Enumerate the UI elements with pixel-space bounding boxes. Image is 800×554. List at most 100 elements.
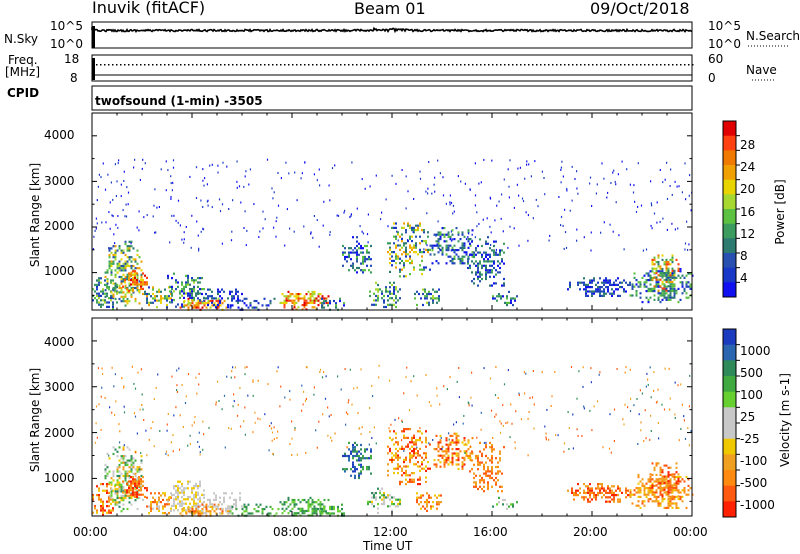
velocity-cell [677, 384, 679, 387]
velocity-cell [531, 396, 534, 399]
velocity-cell [675, 480, 678, 483]
velocity-cell [360, 465, 362, 469]
velocity-cell [647, 493, 650, 496]
velocity-cell [128, 494, 131, 497]
velocity-cell [118, 483, 121, 486]
velocity-cell [134, 493, 136, 496]
power-cell [171, 301, 173, 304]
power-cell [581, 281, 583, 284]
power-cell [205, 297, 207, 300]
power-cell [407, 222, 409, 225]
power-cell [138, 229, 140, 232]
power-cell [166, 299, 168, 302]
freq-dot [668, 64, 670, 66]
velocity-cell [110, 492, 113, 495]
power-cell [130, 274, 132, 277]
power-cell [645, 248, 648, 251]
power-cell [401, 268, 403, 271]
velocity-cell [203, 489, 205, 492]
velocity-cell [215, 508, 218, 511]
velocity-cell [234, 366, 236, 369]
velocity-cell [358, 454, 360, 458]
velocity-cell [401, 430, 403, 433]
freq-dot [612, 64, 614, 66]
power-cell [175, 219, 177, 222]
power-cell [599, 290, 601, 293]
power-cell [610, 182, 612, 184]
power-cell [114, 297, 117, 301]
velocity-cell [145, 429, 147, 432]
power-cbar-swatch [723, 121, 736, 137]
power-cell [106, 301, 108, 304]
velocity-cell [235, 498, 237, 501]
power-cell [457, 233, 460, 236]
velocity-cell [661, 487, 664, 490]
power-cell [114, 163, 116, 166]
power-cell [496, 295, 498, 298]
power-cell [416, 290, 418, 293]
power-cell [395, 244, 397, 247]
velocity-cell [502, 498, 504, 502]
power-cell [687, 296, 690, 299]
power-cell [399, 244, 401, 247]
power-cell [124, 240, 127, 243]
date-title: 09/Oct/2018 [590, 0, 690, 18]
power-cell [395, 226, 397, 229]
power-cell [665, 296, 668, 299]
velocity-cell [449, 441, 452, 444]
power-cell [585, 286, 587, 289]
velocity-cell [607, 487, 609, 490]
power-cell [187, 274, 189, 277]
power-cell [671, 258, 674, 261]
power-cell [589, 281, 591, 284]
power-cell [350, 251, 352, 254]
power-cell [495, 240, 497, 243]
power-cell [498, 200, 500, 203]
power-cell [453, 249, 456, 252]
power-cell [381, 292, 383, 295]
velocity-cell [577, 494, 579, 497]
power-cell [172, 159, 175, 162]
power-cell [671, 267, 674, 270]
velocity-cell [356, 454, 358, 458]
velocity-cell [469, 445, 471, 448]
frequency-panel [92, 58, 775, 81]
power-cell [305, 304, 308, 307]
velocity-cell [136, 487, 138, 490]
power-cell [189, 292, 191, 295]
velocity-cell [673, 473, 676, 476]
power-cell [483, 158, 485, 161]
freq-dot [388, 64, 390, 66]
power-cell [426, 301, 428, 304]
velocity-cell [201, 512, 204, 515]
nsearch-tick-top: 10^5 [708, 19, 741, 33]
power-cell [395, 288, 397, 291]
velocity-cbar-swatch [723, 485, 736, 502]
power-cell [126, 289, 129, 292]
power-cell [681, 191, 683, 194]
power-cell [585, 283, 587, 286]
velocity-cell [411, 472, 413, 475]
velocity-cell [397, 458, 399, 461]
freq-dot [192, 64, 194, 66]
power-cell [496, 204, 498, 207]
power-cell [583, 283, 585, 286]
power-cell [471, 280, 473, 283]
velocity-cell [307, 509, 310, 513]
power-cell [213, 302, 216, 305]
power-cell [424, 297, 426, 300]
power-cell [195, 166, 198, 169]
power-cell [187, 292, 189, 295]
power-cell [657, 274, 660, 277]
velocity-cell [677, 498, 680, 501]
power-cell [94, 290, 96, 293]
power-cell [653, 258, 656, 261]
power-cell [118, 297, 121, 301]
power-cell [502, 230, 504, 233]
velocity-cell [231, 492, 233, 495]
velocity-cell [181, 504, 183, 507]
power-cell [467, 240, 470, 243]
power-cell [319, 301, 322, 304]
power-cell [673, 292, 676, 295]
power-cell [493, 282, 495, 285]
